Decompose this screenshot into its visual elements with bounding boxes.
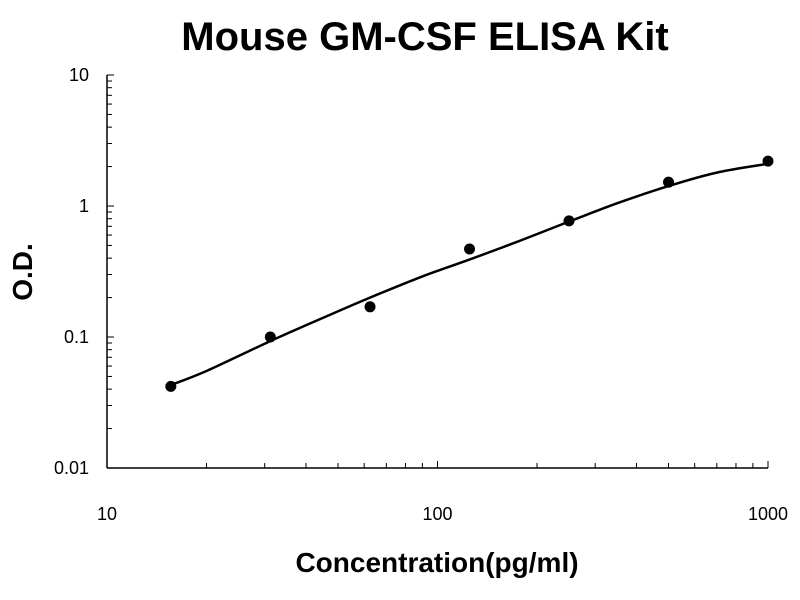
y-tick-label: 0.1 [64, 327, 89, 347]
x-axis-title: Concentration(pg/ml) [295, 547, 578, 578]
fit-curve [170, 162, 769, 387]
data-points-layer [165, 155, 774, 392]
data-point [264, 331, 276, 343]
x-tick-label: 100 [422, 504, 452, 524]
y-tick-label: 0.01 [54, 458, 89, 478]
data-point [464, 243, 476, 255]
tick-labels-layer: 10 100 1000 0.01 0.1 1 10 [54, 65, 788, 524]
data-point [165, 380, 177, 392]
data-point [663, 176, 675, 188]
axes [106, 74, 769, 469]
y-axis-title: O.D. [7, 243, 38, 301]
data-point [563, 215, 575, 227]
chart-title: Mouse GM-CSF ELISA Kit [181, 15, 668, 59]
y-tick-label: 1 [79, 196, 89, 216]
fit-curve-layer [170, 162, 769, 387]
x-tick-label: 1000 [748, 504, 788, 524]
data-point [364, 301, 376, 313]
data-point [762, 155, 774, 167]
x-tick-label: 10 [97, 504, 117, 524]
y-tick-label: 10 [69, 65, 89, 85]
